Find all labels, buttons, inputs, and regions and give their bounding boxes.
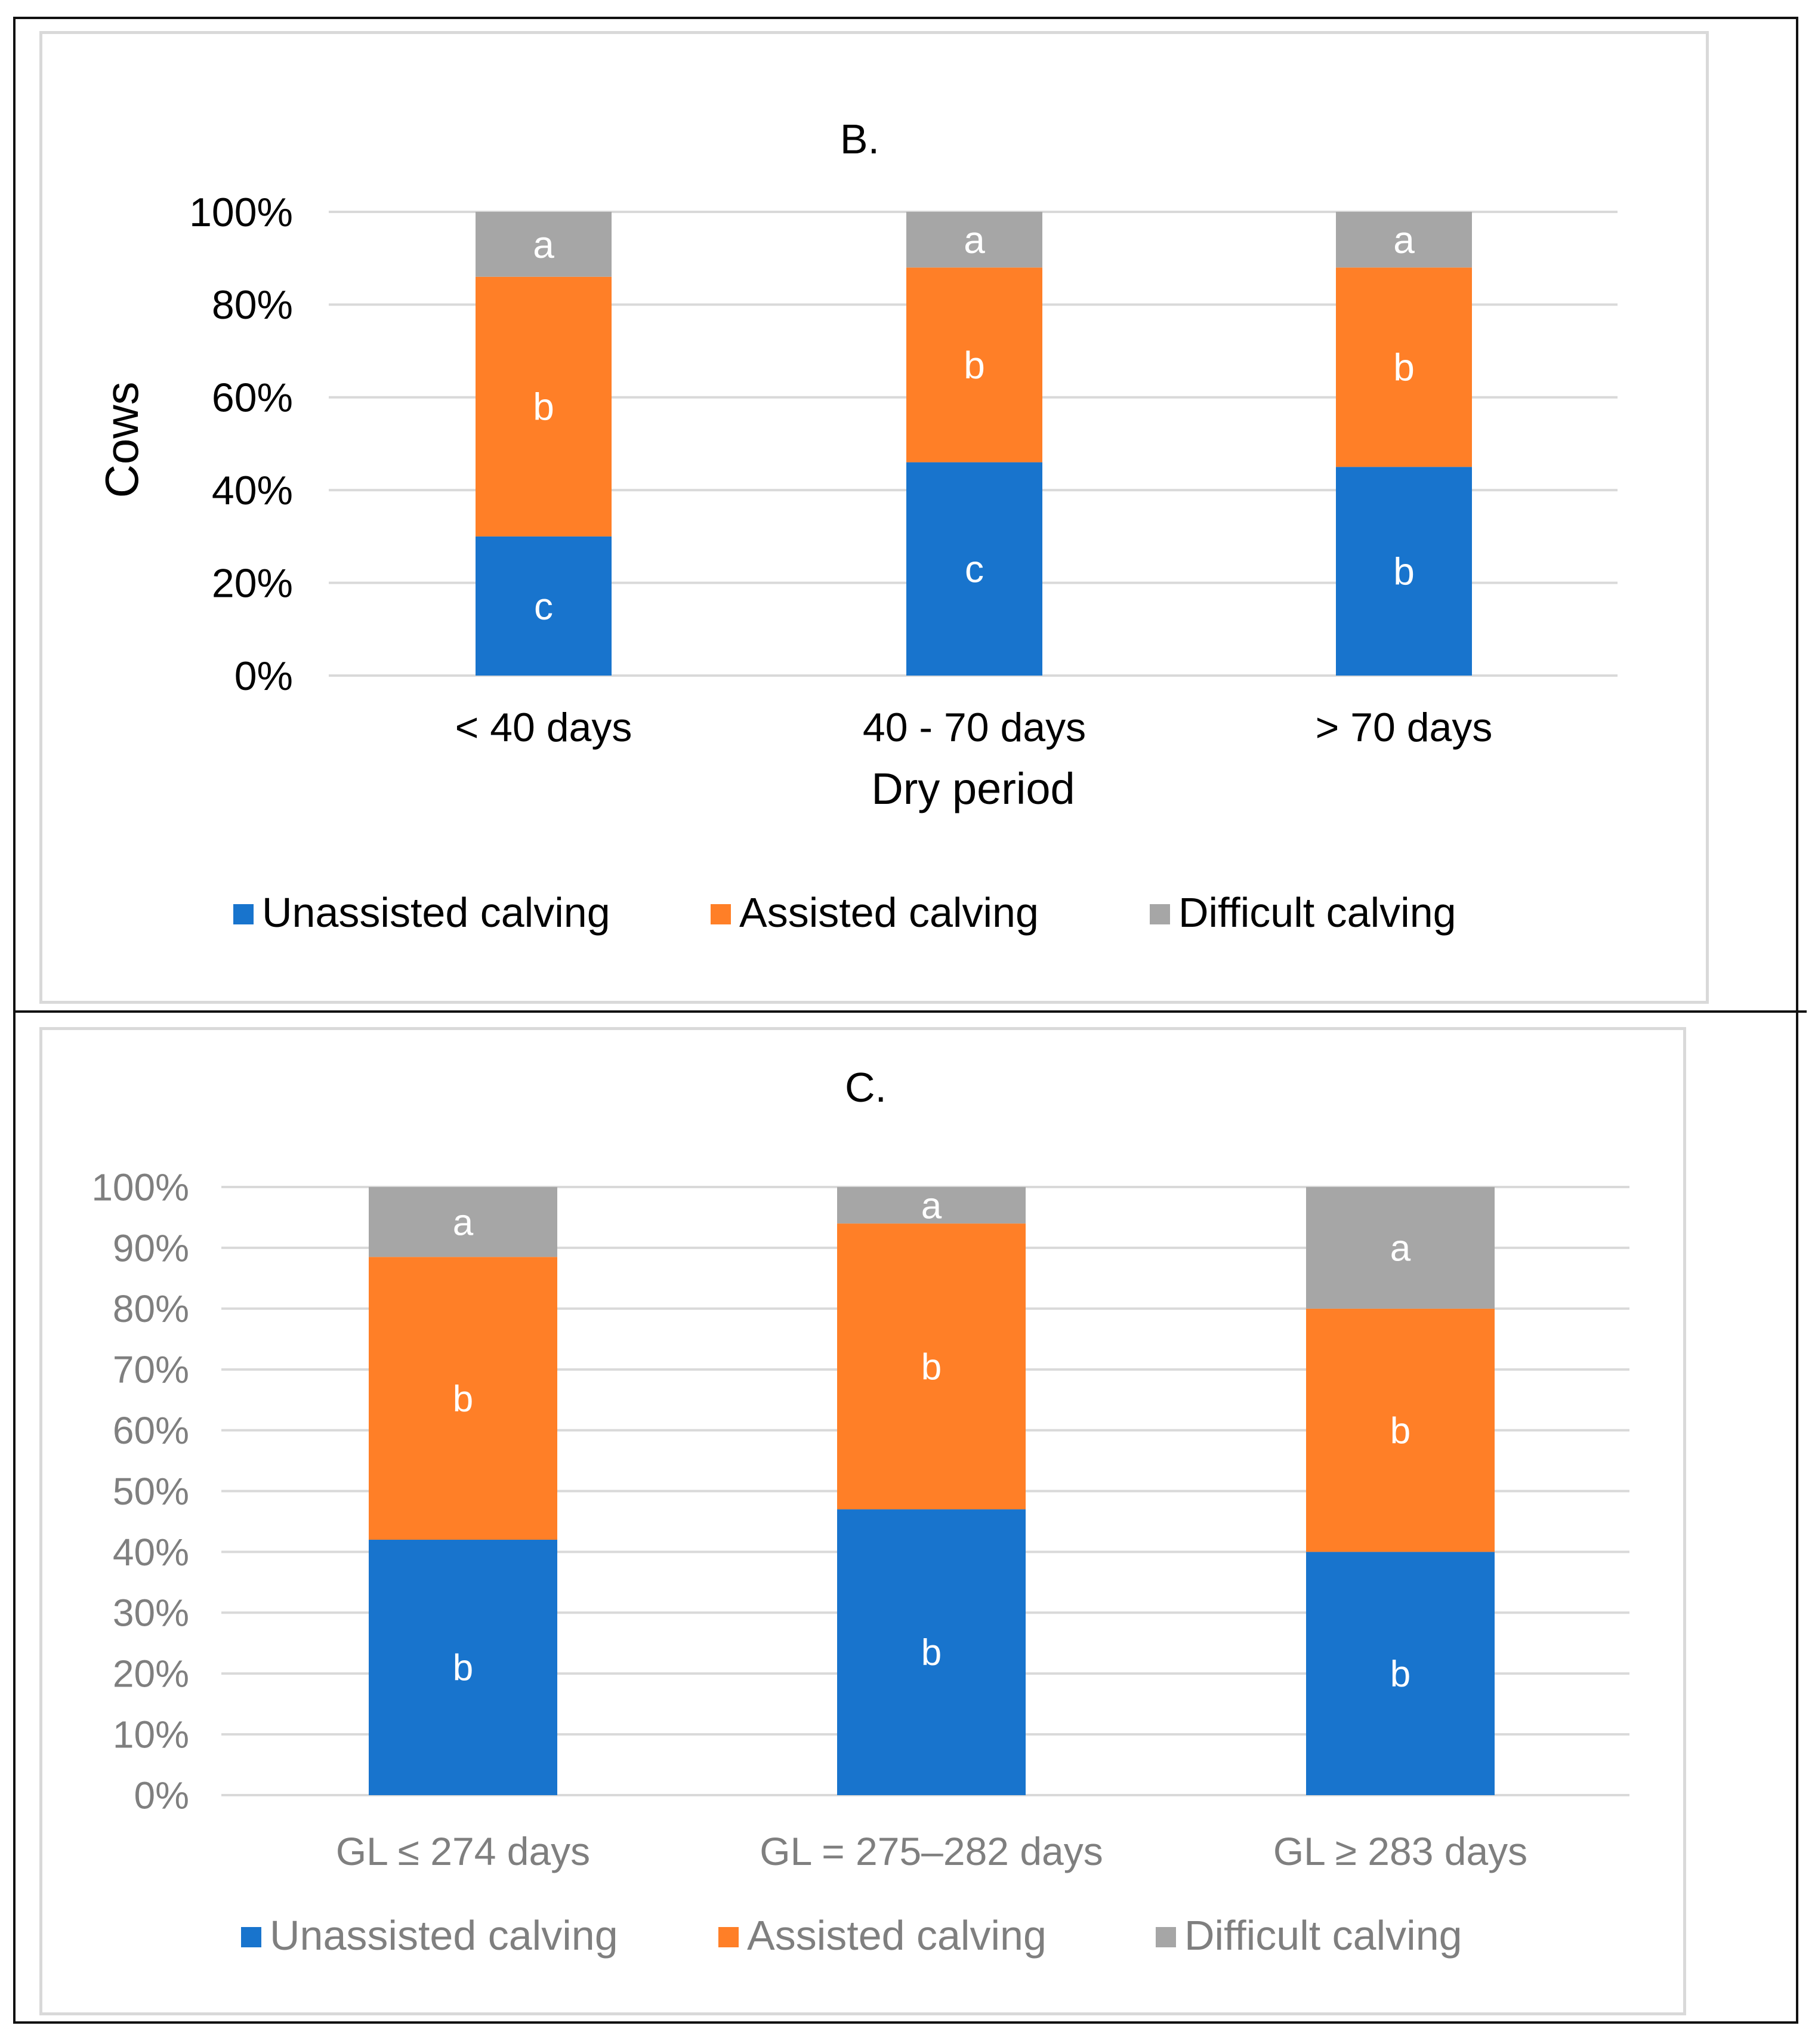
bar-segment	[1336, 212, 1472, 268]
bar-significance-letter: a	[964, 218, 985, 261]
bar-segment	[1306, 1552, 1495, 1795]
x-category-label: > 70 days	[1316, 705, 1493, 750]
bar-segment	[476, 212, 612, 277]
bar-significance-letter: a	[1390, 1228, 1411, 1269]
bar-segment	[476, 276, 612, 537]
bar-segment	[1336, 467, 1472, 676]
bar-segment	[837, 1509, 1026, 1795]
panel-divider	[13, 1010, 1807, 1013]
bar-significance-letter: b	[1390, 1410, 1410, 1451]
legend-label: Assisted calving	[739, 889, 1039, 936]
bar-significance-letter: a	[921, 1185, 942, 1226]
y-tick-label: 30%	[113, 1592, 189, 1635]
bar-segment	[1306, 1187, 1495, 1309]
bar-segment	[906, 462, 1042, 676]
bar-significance-letter: b	[921, 1346, 942, 1388]
chart-panel-b: B. Cows Dry period 0% 20% 40% 60% 80% 100% c b…	[39, 31, 1709, 1004]
legend-swatch	[718, 1927, 739, 1947]
bar-significance-letter: b	[1390, 1654, 1410, 1695]
bar-significance-letter: c	[534, 585, 553, 628]
y-tick-label: 20%	[212, 560, 293, 606]
y-tick-label: 40%	[113, 1531, 189, 1574]
chart-c-title: C.	[845, 1064, 887, 1111]
y-tick-label: 100%	[189, 190, 293, 235]
chart-panel-c: C. 0% 10% 20% 30% 40% 50% 60% 70% 80% 90% 100% b b a…	[39, 1027, 1686, 2015]
bar-segment	[1336, 267, 1472, 467]
legend-label: Unassisted calving	[262, 889, 610, 936]
bar-significance-letter: b	[921, 1632, 942, 1673]
bar-significance-letter: c	[965, 548, 984, 591]
bar-segment	[369, 1257, 557, 1540]
bar-segment	[369, 1187, 557, 1257]
bar-segment	[837, 1223, 1026, 1510]
legend-swatch	[1156, 1927, 1176, 1947]
bar-significance-letter: a	[1393, 218, 1415, 261]
x-category-label: GL ≥ 283 days	[1273, 1829, 1527, 1873]
bar-segment	[837, 1187, 1026, 1224]
chart-b-x-axis-label: Dry period	[871, 764, 1075, 813]
legend-label: Unassisted calving	[270, 1912, 618, 1959]
legend-swatch	[1150, 904, 1170, 924]
legend-label: Difficult calving	[1178, 889, 1456, 936]
chart-b-y-axis-label: Cows	[95, 381, 148, 498]
y-tick-label: 80%	[212, 282, 293, 328]
bar-significance-letter: b	[453, 1648, 473, 1689]
y-tick-label: 20%	[113, 1653, 189, 1695]
bar-significance-letter: b	[964, 344, 985, 387]
bar-segment	[1306, 1308, 1495, 1552]
chart-b-svg: B. Cows Dry period 0% 20% 40% 60% 80% 100% c b…	[95, 116, 1618, 936]
bar-segment	[906, 212, 1042, 268]
y-tick-label: 0%	[134, 1774, 190, 1817]
bar-segment	[906, 267, 1042, 463]
bar-significance-letter: b	[1393, 550, 1415, 593]
bar-segment	[369, 1540, 557, 1795]
y-tick-label: 80%	[113, 1287, 189, 1330]
x-category-label: 40 - 70 days	[863, 705, 1086, 750]
bar-segment	[476, 536, 612, 676]
chart-b-title: B.	[840, 116, 879, 162]
chart-c-svg: C. 0% 10% 20% 30% 40% 50% 60% 70% 80% 90% 100% b b a…	[91, 1064, 1629, 1959]
legend-label: Assisted calving	[747, 1912, 1047, 1959]
bar-significance-letter: b	[453, 1379, 473, 1420]
bar-significance-letter: a	[533, 223, 554, 266]
y-tick-label: 100%	[91, 1166, 189, 1208]
legend-swatch	[233, 904, 254, 924]
bar-significance-letter: b	[1393, 346, 1415, 389]
x-category-label: GL ≤ 274 days	[336, 1829, 590, 1873]
legend-swatch	[241, 1927, 261, 1947]
y-tick-label: 70%	[113, 1348, 189, 1391]
x-category-label: GL = 275–282 days	[760, 1829, 1103, 1873]
bar-significance-letter: b	[533, 386, 554, 428]
y-tick-label: 60%	[212, 375, 293, 421]
y-tick-label: 0%	[234, 653, 293, 699]
y-tick-label: 50%	[113, 1470, 189, 1513]
legend-swatch	[711, 904, 731, 924]
x-category-label: < 40 days	[455, 705, 632, 750]
y-tick-label: 90%	[113, 1226, 189, 1269]
legend-label: Difficult calving	[1184, 1912, 1462, 1959]
y-tick-label: 60%	[113, 1409, 189, 1452]
figure-frame	[13, 17, 1798, 2024]
y-tick-label: 40%	[212, 468, 293, 513]
bar-significance-letter: a	[453, 1202, 474, 1243]
y-tick-label: 10%	[113, 1713, 189, 1756]
